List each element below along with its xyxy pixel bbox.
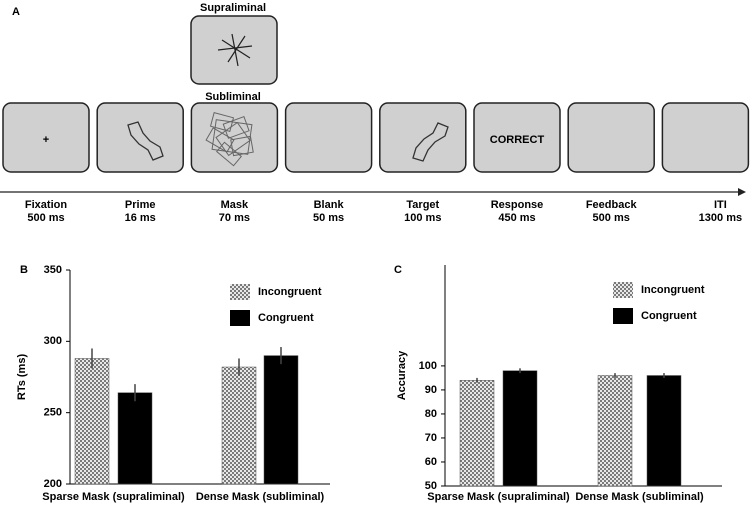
legend-label: Congruent [258, 312, 314, 324]
step-name: ITI [714, 199, 727, 211]
frame [96, 102, 184, 173]
step-name: Target [406, 199, 439, 211]
y-tick-label: 90 [425, 384, 437, 396]
y-axis-label: Accuracy [396, 350, 408, 400]
step-duration: 50 ms [313, 212, 344, 224]
bar [263, 355, 299, 485]
legend-label: Incongruent [258, 286, 322, 298]
x-tick-label: Dense Mask (subliminal) [575, 491, 704, 503]
panel-label: A [12, 6, 20, 18]
step-duration: 100 ms [404, 212, 441, 224]
y-tick-label: 250 [44, 407, 62, 419]
step-name: Response [491, 199, 544, 211]
x-tick-label: Sparse Mask (supraliminal) [427, 491, 570, 503]
bar [117, 392, 153, 485]
y-tick-label: 300 [44, 335, 62, 347]
step-duration: 500 ms [593, 212, 630, 224]
step-name: Prime [125, 199, 156, 211]
bar [597, 375, 633, 487]
x-tick-label: Sparse Mask (supraliminal) [42, 491, 185, 503]
y-tick-label: 80 [425, 408, 437, 420]
time-arrowhead [738, 188, 746, 196]
bar [221, 366, 257, 485]
supraliminal-frame [190, 15, 278, 85]
step-duration: 16 ms [125, 212, 156, 224]
supraliminal-label: Supraliminal [200, 2, 266, 14]
step-name: Fixation [25, 199, 67, 211]
frame-content: CORRECT [490, 134, 545, 146]
y-tick-label: 50 [425, 480, 437, 492]
prime-icon [127, 121, 164, 161]
frame [661, 102, 750, 173]
y-tick-label: 70 [425, 432, 437, 444]
frame [379, 102, 467, 173]
bar [74, 358, 110, 485]
legend-swatch [230, 310, 250, 326]
step-duration: 1300 ms [699, 212, 742, 224]
step-name: Mask [221, 199, 249, 211]
legend-swatch [613, 308, 633, 324]
target-icon [412, 122, 449, 162]
frame [190, 102, 279, 173]
panel-label: B [20, 264, 28, 276]
legend-swatch [230, 284, 250, 300]
y-tick-label: 350 [44, 264, 62, 276]
step-name: Blank [314, 199, 345, 211]
y-axis-label: RTs (ms) [16, 354, 28, 401]
frame [567, 102, 655, 173]
legend-swatch [613, 282, 633, 298]
bar [646, 375, 682, 487]
step-duration: 500 ms [27, 212, 64, 224]
y-tick-label: 100 [419, 360, 437, 372]
step-duration: 70 ms [219, 212, 250, 224]
bar [502, 370, 538, 487]
x-tick-label: Dense Mask (subliminal) [196, 491, 325, 503]
legend-label: Congruent [641, 310, 697, 322]
y-tick-label: 200 [44, 478, 62, 490]
dense-mask-icon [205, 112, 254, 167]
legend-label: Incongruent [641, 284, 705, 296]
step-duration: 450 ms [498, 212, 535, 224]
frame [284, 102, 373, 173]
frame-content: + [43, 134, 49, 146]
sparse-mask-icon [217, 33, 253, 67]
y-tick-label: 60 [425, 456, 437, 468]
frame [473, 102, 561, 173]
frame [2, 102, 90, 173]
panel-label: C [394, 264, 402, 276]
subliminal-label: Subliminal [205, 91, 261, 103]
step-name: Feedback [586, 199, 638, 211]
bar [459, 380, 495, 487]
